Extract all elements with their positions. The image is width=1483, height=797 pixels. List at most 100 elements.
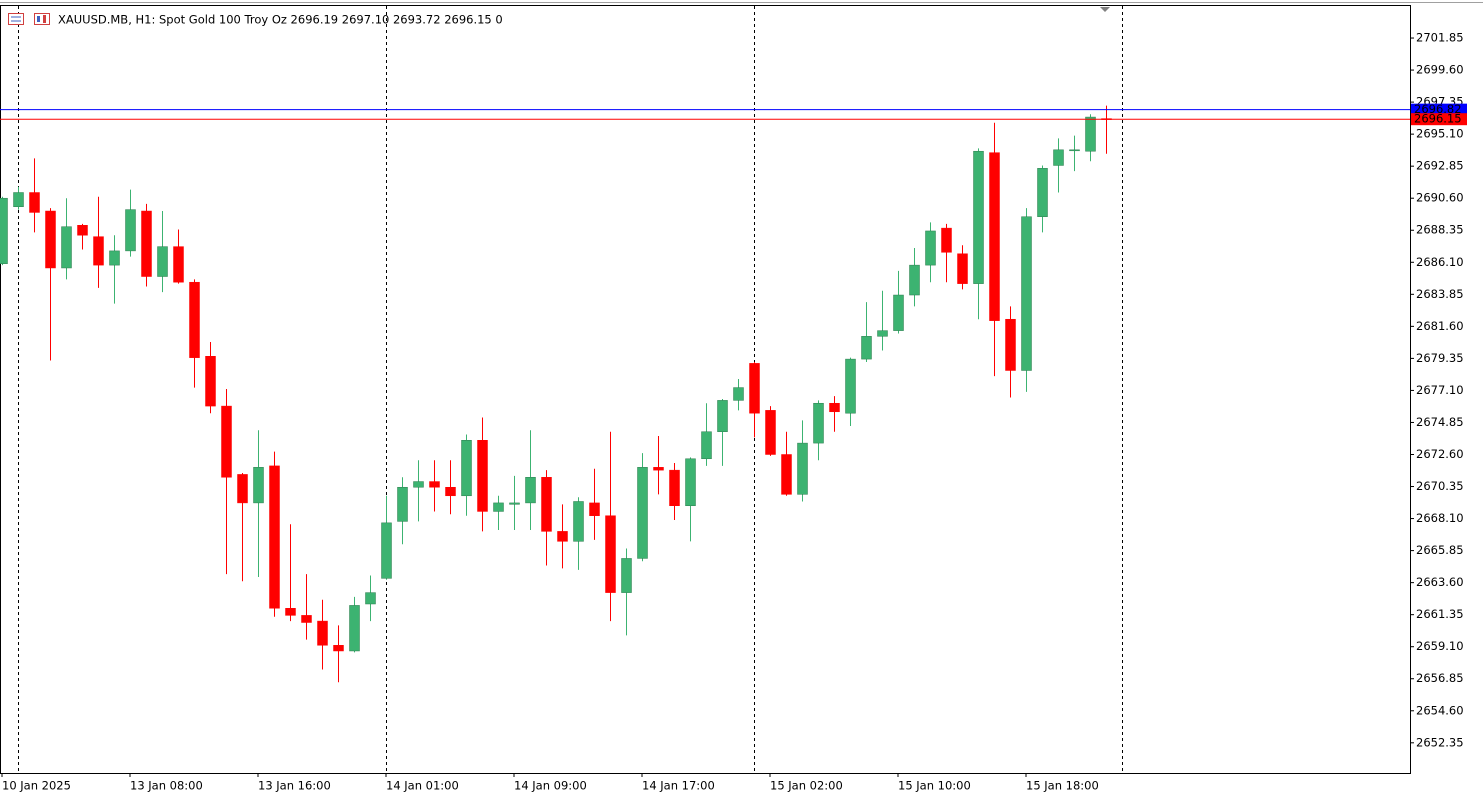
header-icons [8,13,50,25]
candle-body [1053,149,1064,166]
candle-body [269,465,280,609]
candle-body [637,467,648,559]
plot-frame [0,5,1411,774]
candle-body [909,264,920,296]
candle-body [573,501,584,542]
y-tick-label: 2668.10 [1416,511,1464,525]
candle-body [205,356,216,407]
x-tick-label: 14 Jan 09:00 [514,779,587,793]
candle-body [429,481,440,488]
candle-body [13,192,24,208]
candle-body [157,246,168,277]
candle-body [813,402,824,444]
candle-body [669,469,680,507]
y-tick-label: 2661.35 [1416,607,1464,621]
candle-body [493,502,504,512]
y-tick-label: 2699.60 [1416,63,1464,77]
candle-body [941,227,952,253]
candle-body [861,336,872,360]
candle-body [765,410,776,455]
price-tag-label: 2696.82 [1414,102,1462,116]
candle-body [349,605,360,652]
candle-body [413,481,424,488]
y-tick-label: 2659.10 [1416,639,1464,653]
candle-body [77,225,88,236]
candle-body [445,486,456,497]
candle-body [685,458,696,507]
x-tick-label: 14 Jan 01:00 [386,779,459,793]
candle-body [301,615,312,623]
icon [43,15,46,23]
candle-body [957,253,968,284]
candle-body [397,486,408,522]
icon [34,13,50,25]
y-tick-label: 2683.85 [1416,287,1464,301]
y-tick-label: 2654.60 [1416,703,1464,717]
candle-body [733,387,744,401]
candle-body [29,192,40,213]
candle-body [893,294,904,331]
candle-body [125,209,136,252]
icon [37,16,40,22]
candle-body [877,330,888,337]
y-tick-label: 2681.60 [1416,319,1464,333]
candle-body [621,558,632,593]
y-tick-label: 2701.85 [1416,31,1464,45]
y-tick-label: 2679.35 [1416,351,1464,365]
candle-body [93,236,104,266]
x-tick-label: 10 Jan 2025 [2,779,71,793]
candle-body [541,477,552,532]
candle-body [253,467,264,504]
candle-body [781,454,792,495]
candle-body [333,645,344,652]
candle-body [1037,168,1048,217]
x-tick-label: 14 Jan 17:00 [642,779,715,793]
y-tick-label: 2670.35 [1416,479,1464,493]
candle-body [717,400,728,432]
candle-body [365,592,376,605]
chart-title: XAUUSD.MB, H1: Spot Gold 100 Troy Oz 269… [58,13,503,27]
y-tick-label: 2677.10 [1416,383,1464,397]
y-tick-label: 2686.10 [1416,255,1464,269]
candle-body [653,467,664,471]
candle-body [1021,216,1032,371]
y-tick-label: 2674.85 [1416,415,1464,429]
price-tag [1411,103,1467,116]
y-tick-label: 2688.35 [1416,223,1464,237]
candle-body [525,477,536,504]
candle-body [45,210,56,269]
x-tick-label: 15 Jan 18:00 [1026,779,1099,793]
candle-body [61,226,72,269]
candle-body [0,197,8,264]
candle-body [317,620,328,646]
candle-body [173,246,184,283]
candle-body [1069,149,1080,152]
candle-body [141,210,152,277]
y-tick-label: 2695.10 [1416,127,1464,141]
candle-body [381,522,392,579]
y-tick-label: 2663.60 [1416,575,1464,589]
x-tick-label: 15 Jan 10:00 [898,779,971,793]
candle-body [701,431,712,460]
candle-body [989,152,1000,321]
price-tag-label: 2696.15 [1414,112,1462,126]
candle-body [221,405,232,478]
candle-body [285,608,296,616]
candle-body [605,515,616,593]
candle-body [237,474,248,504]
x-tick-label: 15 Jan 02:00 [770,779,843,793]
x-tick-label: 13 Jan 08:00 [130,779,203,793]
icon [8,13,24,25]
candle-body [829,402,840,413]
candle-body [557,531,568,542]
candle-body [1085,116,1096,152]
candle-body [973,150,984,284]
candle-body [925,230,936,266]
candle-body [477,440,488,512]
price-tag [1411,113,1467,126]
y-tick-label: 2690.60 [1416,191,1464,205]
y-tick-label: 2665.85 [1416,543,1464,557]
day-separators [18,6,1123,773]
candle-body [109,250,120,266]
